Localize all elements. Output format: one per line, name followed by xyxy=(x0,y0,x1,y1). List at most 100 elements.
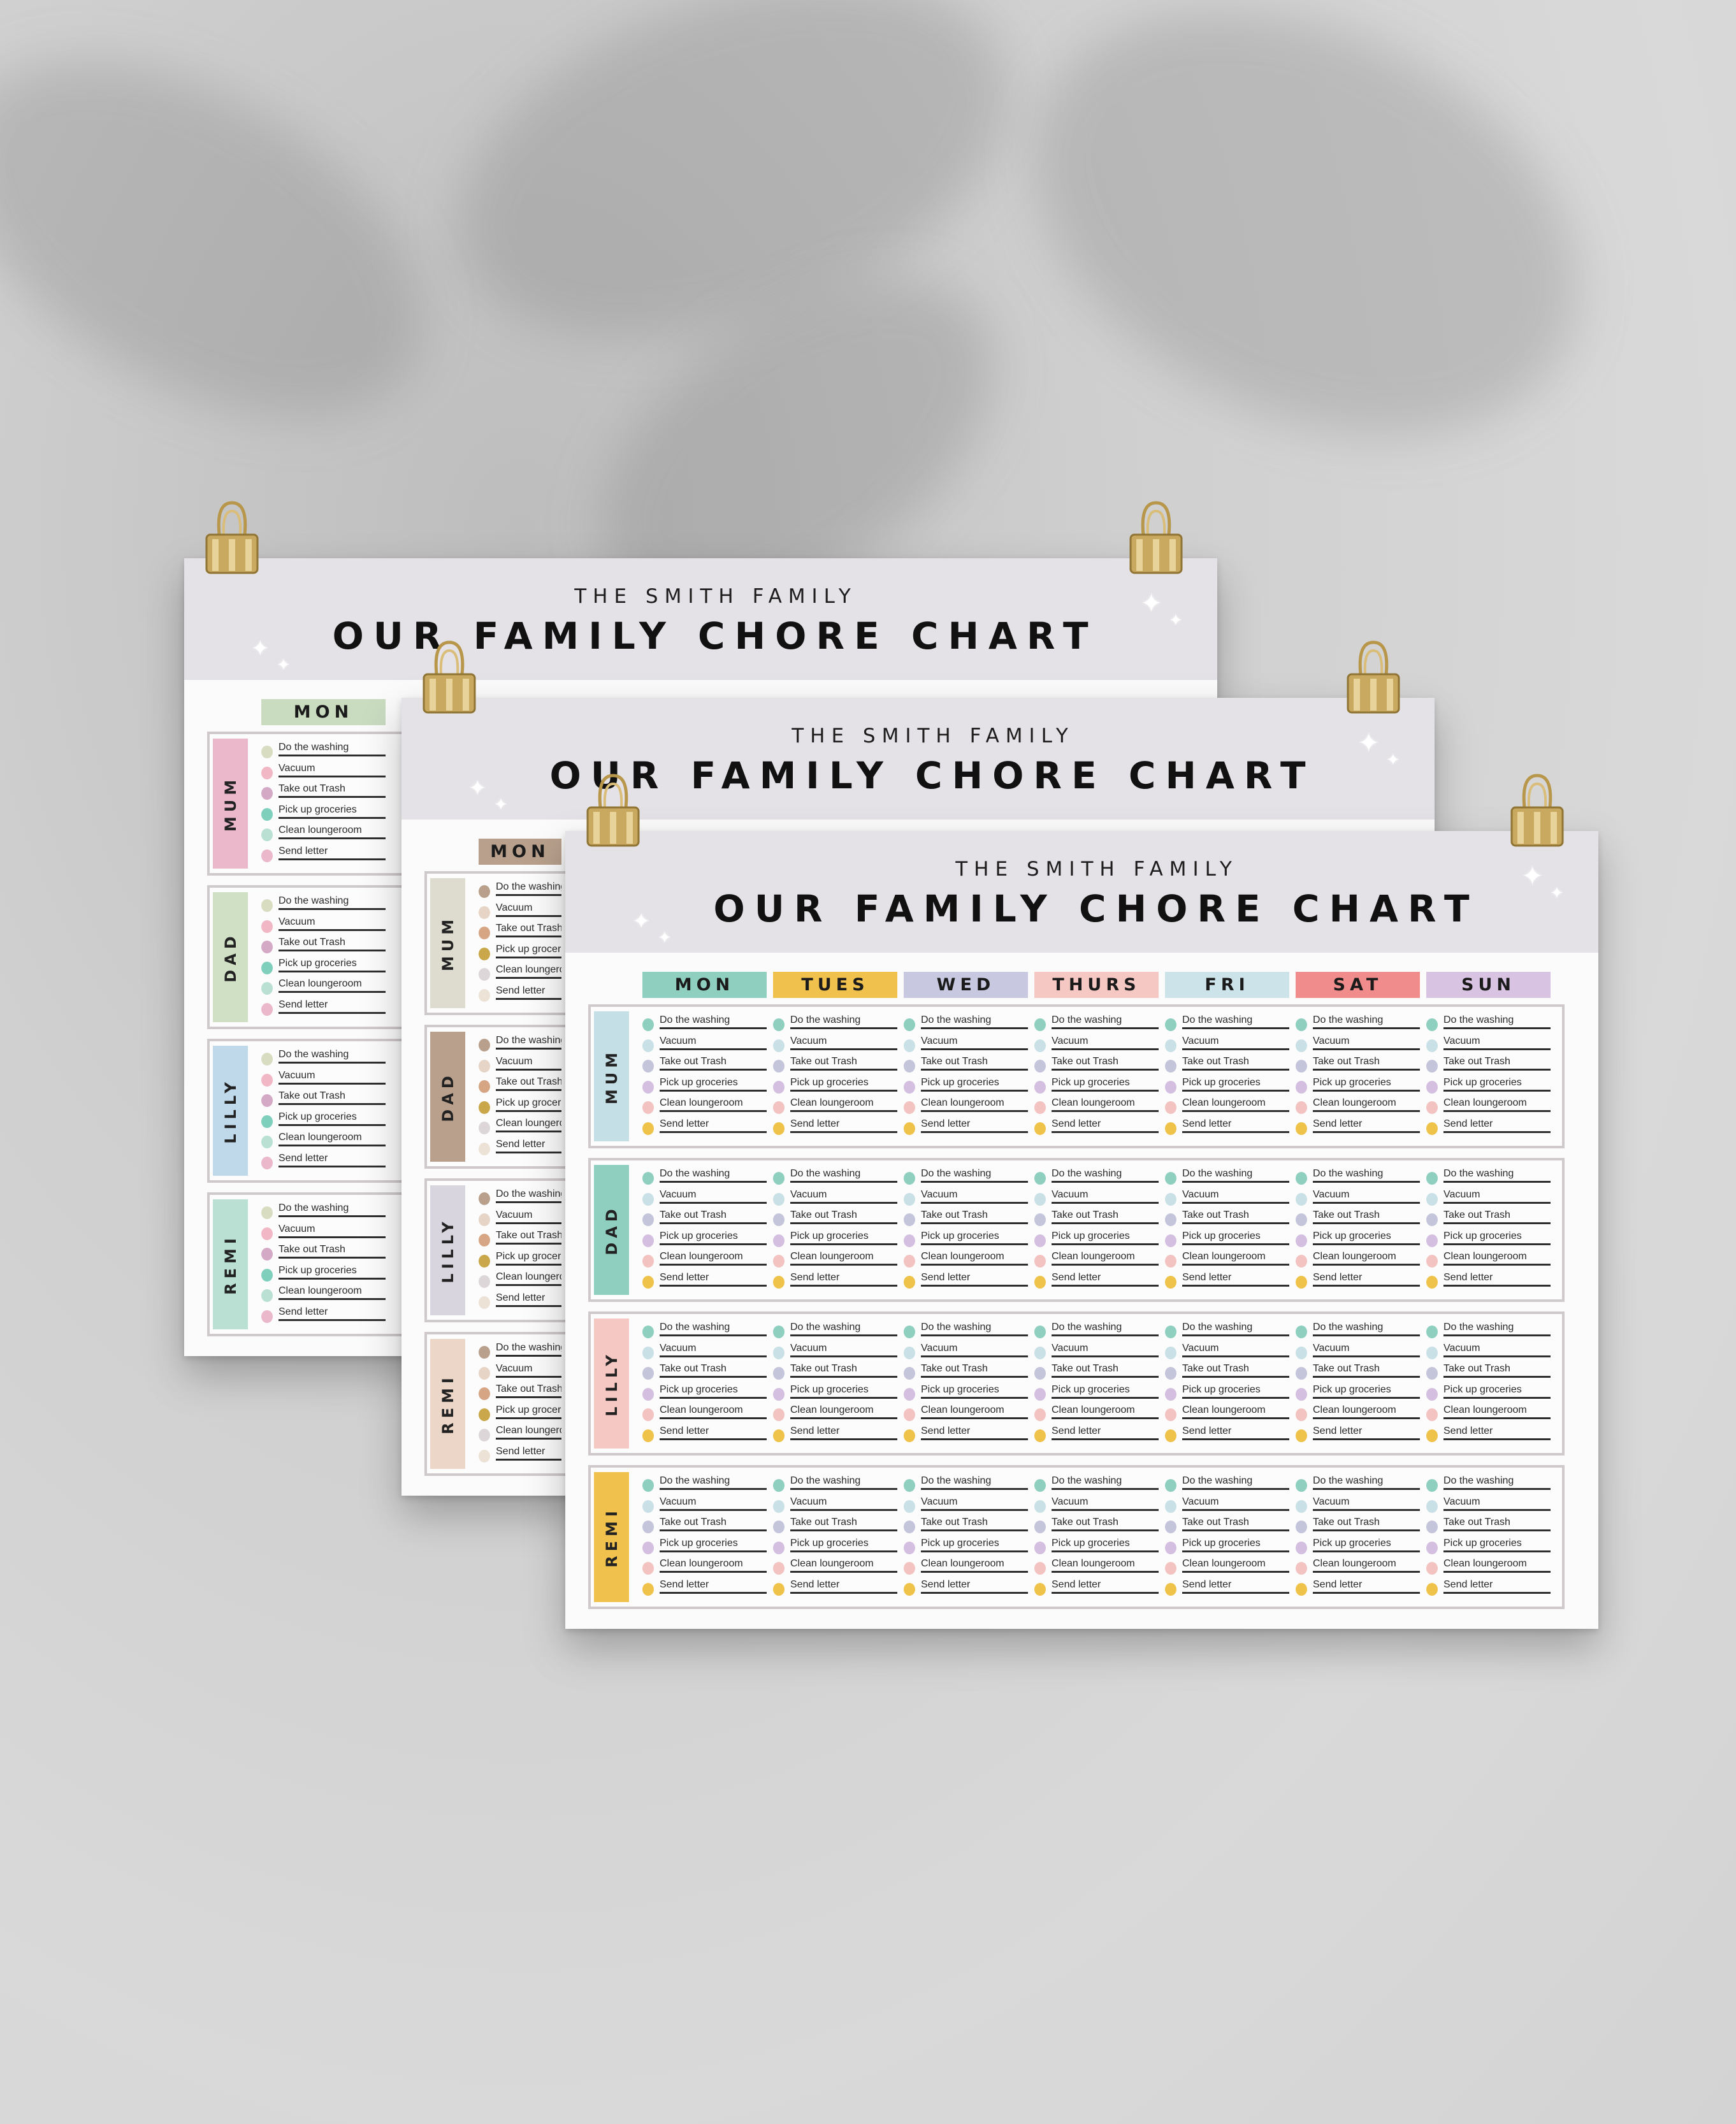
chore-checkbox-dot[interactable] xyxy=(1296,1429,1307,1442)
chore-checkbox-dot[interactable] xyxy=(773,1499,785,1513)
chore-checkbox-dot[interactable] xyxy=(773,1429,785,1442)
chore-item[interactable]: Take out Trash xyxy=(1296,1362,1420,1381)
chore-item[interactable]: Send letter xyxy=(904,1578,1028,1597)
chore-checkbox-dot[interactable] xyxy=(773,1479,785,1492)
chore-checkbox-dot[interactable] xyxy=(479,1387,490,1400)
chore-checkbox-dot[interactable] xyxy=(1034,1234,1046,1247)
chore-checkbox-dot[interactable] xyxy=(1034,1255,1046,1268)
chore-checkbox-dot[interactable] xyxy=(773,1213,785,1226)
chore-checkbox-dot[interactable] xyxy=(904,1060,915,1073)
chore-checkbox-dot[interactable] xyxy=(904,1122,915,1135)
chore-item[interactable]: Do the washing xyxy=(261,894,386,913)
chore-checkbox-dot[interactable] xyxy=(479,885,490,898)
chore-item[interactable]: Vacuum xyxy=(904,1341,1028,1361)
chore-item[interactable]: Send letter xyxy=(773,1117,897,1136)
chore-item[interactable]: Vacuum xyxy=(642,1034,767,1053)
chore-item[interactable]: Take out Trash xyxy=(1165,1362,1289,1381)
chore-item[interactable]: Do the washing xyxy=(904,1013,1028,1032)
chore-item[interactable]: Pick up groceries xyxy=(261,803,386,822)
chore-checkbox-dot[interactable] xyxy=(642,1326,654,1338)
chore-item[interactable]: Do the washing xyxy=(1426,1167,1551,1186)
chore-item[interactable]: Do the washing xyxy=(773,1167,897,1186)
chore-item[interactable]: Clean loungeroom xyxy=(642,1250,767,1269)
chore-checkbox-dot[interactable] xyxy=(904,1562,915,1575)
chore-item[interactable]: Vacuum xyxy=(773,1034,897,1053)
chore-item[interactable]: Do the washing xyxy=(479,880,561,899)
chore-item[interactable]: Send letter xyxy=(642,1271,767,1290)
chore-item[interactable]: Clean loungeroom xyxy=(1165,1557,1289,1576)
chore-checkbox-dot[interactable] xyxy=(1034,1429,1046,1442)
chore-item[interactable]: Pick up groceries xyxy=(773,1536,897,1556)
chore-item[interactable]: Take out Trash xyxy=(773,1362,897,1381)
chore-item[interactable]: Take out Trash xyxy=(904,1055,1028,1074)
chore-item[interactable]: Vacuum xyxy=(642,1188,767,1207)
chore-item[interactable]: Take out Trash xyxy=(773,1515,897,1535)
chore-item[interactable]: Pick up groceries xyxy=(1426,1383,1551,1402)
chore-item[interactable]: Take out Trash xyxy=(261,1089,386,1108)
chore-checkbox-dot[interactable] xyxy=(904,1499,915,1513)
chore-checkbox-dot[interactable] xyxy=(642,1080,654,1094)
chore-checkbox-dot[interactable] xyxy=(1426,1346,1438,1359)
chore-item[interactable]: Clean loungeroom xyxy=(1296,1557,1420,1576)
chore-item[interactable]: Pick up groceries xyxy=(1296,1383,1420,1402)
chore-item[interactable]: Do the washing xyxy=(773,1013,897,1032)
chore-checkbox-dot[interactable] xyxy=(1034,1172,1046,1185)
chore-checkbox-dot[interactable] xyxy=(904,1275,915,1289)
chore-checkbox-dot[interactable] xyxy=(479,947,490,960)
chore-item[interactable]: Send letter xyxy=(773,1271,897,1290)
chore-checkbox-dot[interactable] xyxy=(904,1101,915,1114)
chore-item[interactable]: Clean loungeroom xyxy=(904,1250,1028,1269)
chore-checkbox-dot[interactable] xyxy=(261,1053,273,1066)
chore-checkbox-dot[interactable] xyxy=(1426,1521,1438,1533)
chore-checkbox-dot[interactable] xyxy=(1165,1234,1176,1247)
chore-item[interactable]: Clean loungeroom xyxy=(642,1096,767,1115)
chore-item[interactable]: Do the washing xyxy=(1165,1474,1289,1493)
chore-item[interactable]: Send letter xyxy=(1296,1117,1420,1136)
chore-item[interactable]: Take out Trash xyxy=(773,1208,897,1227)
chore-item[interactable]: Clean loungeroom xyxy=(1034,1557,1159,1576)
chore-checkbox-dot[interactable] xyxy=(1165,1275,1176,1289)
chore-checkbox-dot[interactable] xyxy=(1426,1060,1438,1073)
chore-checkbox-dot[interactable] xyxy=(1426,1122,1438,1135)
chore-checkbox-dot[interactable] xyxy=(1165,1080,1176,1094)
chore-checkbox-dot[interactable] xyxy=(773,1080,785,1094)
chore-item[interactable]: Do the washing xyxy=(904,1474,1028,1493)
chore-item[interactable]: Send letter xyxy=(904,1271,1028,1290)
chore-checkbox-dot[interactable] xyxy=(1426,1326,1438,1338)
chore-item[interactable]: Pick up groceries xyxy=(773,1076,897,1095)
chore-item[interactable]: Pick up groceries xyxy=(1296,1536,1420,1556)
chore-checkbox-dot[interactable] xyxy=(261,787,273,800)
chore-checkbox-dot[interactable] xyxy=(904,1479,915,1492)
chore-checkbox-dot[interactable] xyxy=(642,1101,654,1114)
chore-checkbox-dot[interactable] xyxy=(1426,1213,1438,1226)
chore-checkbox-dot[interactable] xyxy=(1296,1582,1307,1596)
chore-checkbox-dot[interactable] xyxy=(479,1346,490,1359)
chore-checkbox-dot[interactable] xyxy=(1296,1234,1307,1247)
chore-item[interactable]: Do the washing xyxy=(261,741,386,760)
chore-checkbox-dot[interactable] xyxy=(642,1562,654,1575)
chore-item[interactable]: Clean loungeroom xyxy=(479,1270,561,1289)
chore-checkbox-dot[interactable] xyxy=(1296,1039,1307,1052)
chore-item[interactable]: Pick up groceries xyxy=(261,1110,386,1129)
chore-item[interactable]: Do the washing xyxy=(642,1013,767,1032)
chore-item[interactable]: Take out Trash xyxy=(904,1208,1028,1227)
chore-checkbox-dot[interactable] xyxy=(1034,1367,1046,1380)
chore-checkbox-dot[interactable] xyxy=(479,927,490,939)
chore-item[interactable]: Do the washing xyxy=(642,1474,767,1493)
chore-checkbox-dot[interactable] xyxy=(904,1367,915,1380)
chore-item[interactable]: Vacuum xyxy=(1034,1341,1159,1361)
chore-checkbox-dot[interactable] xyxy=(1296,1172,1307,1185)
chore-item[interactable]: Vacuum xyxy=(1034,1188,1159,1207)
chore-item[interactable]: Clean loungeroom xyxy=(1034,1403,1159,1422)
chore-checkbox-dot[interactable] xyxy=(479,1101,490,1114)
chore-checkbox-dot[interactable] xyxy=(642,1499,654,1513)
chore-checkbox-dot[interactable] xyxy=(261,1227,273,1240)
chore-item[interactable]: Take out Trash xyxy=(261,782,386,801)
chore-checkbox-dot[interactable] xyxy=(642,1367,654,1380)
chore-item[interactable]: Vacuum xyxy=(1165,1495,1289,1514)
chore-checkbox-dot[interactable] xyxy=(642,1018,654,1031)
chore-checkbox-dot[interactable] xyxy=(479,1059,490,1073)
chore-checkbox-dot[interactable] xyxy=(642,1275,654,1289)
chore-checkbox-dot[interactable] xyxy=(904,1080,915,1094)
chore-checkbox-dot[interactable] xyxy=(773,1018,785,1031)
